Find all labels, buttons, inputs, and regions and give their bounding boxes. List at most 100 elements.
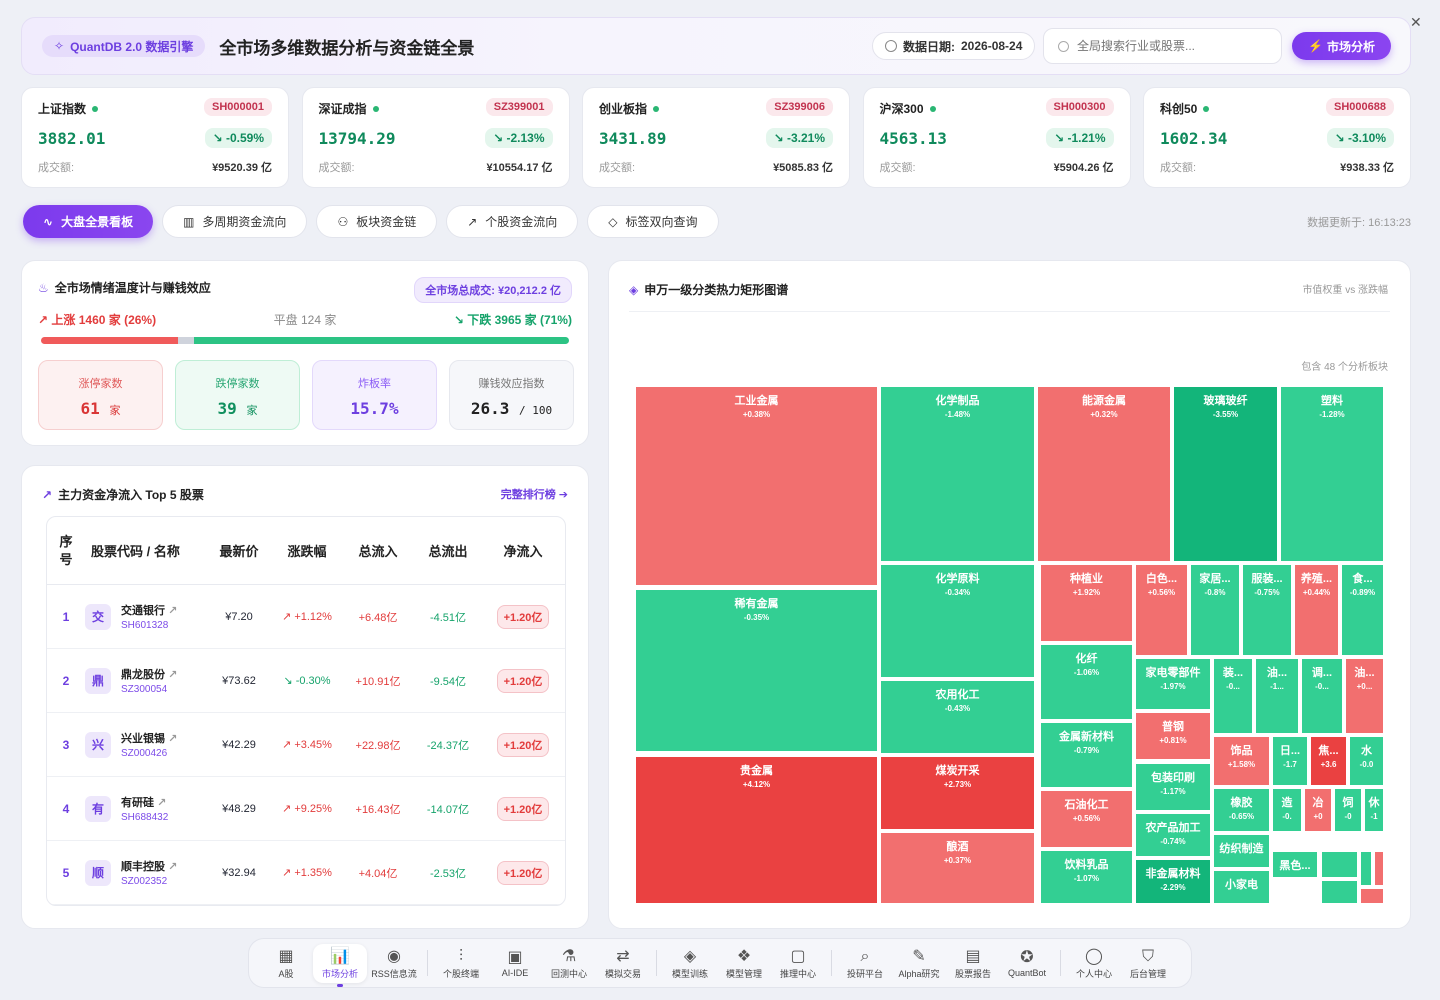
dock-backtest-center[interactable]: ⚗ 回测中心 — [542, 947, 596, 980]
dock-model-management[interactable]: ❖ 模型管理 — [717, 947, 771, 980]
net-inflow-badge: +1.20亿 — [496, 860, 550, 885]
sector-tile[interactable] — [1360, 851, 1372, 886]
sector-tile[interactable]: 化学原料 -0.34% — [880, 564, 1035, 678]
sector-tile[interactable]: 化学制品 -1.48% — [880, 386, 1035, 562]
money-effect-value: 26.3 — [470, 399, 510, 418]
sector-tile[interactable] — [1374, 851, 1384, 886]
sector-tile[interactable]: 饲 -0 — [1334, 788, 1362, 832]
sector-tile[interactable]: 日... -1.7 — [1272, 736, 1308, 786]
sector-tile[interactable]: 造 -0. — [1272, 788, 1302, 832]
search-box[interactable] — [1043, 28, 1282, 64]
research-platform-icon: ⌕ — [860, 947, 870, 965]
full-ranking-link[interactable]: 完整排行榜 ➔ — [500, 489, 568, 501]
index-card[interactable]: 创业板指 SZ399006 3431.89 ↘ -3.21% 成交额: ¥5085.83 … — [582, 87, 850, 188]
sector-tile[interactable] — [1321, 851, 1358, 878]
sector-tile[interactable]: 家电零部件 -1.97% — [1135, 658, 1211, 710]
dock-alpha-research[interactable]: ✎ Alpha研究 — [892, 947, 946, 980]
tab-sector-chain[interactable]: ⚇ 板块资金链 — [316, 205, 438, 238]
tab-stock-flow[interactable]: ↗ 个股资金流向 — [446, 205, 579, 238]
sector-tile[interactable]: 酿酒 +0.37% — [880, 832, 1035, 904]
sector-tile[interactable]: 非金属材料 -2.29% — [1135, 859, 1211, 904]
index-card[interactable]: 沪深300 SH000300 4563.13 ↘ -1.21% 成交额: ¥5904.26… — [862, 87, 1131, 188]
stock-inflow: +6.48亿 — [358, 611, 398, 624]
dock-paper-trading[interactable]: ⇄ 模拟交易 — [596, 947, 650, 980]
table-row[interactable]: 3 兴兴业银锡 ↗ SZ000426 ¥42.29 ↗ +3.45% +22.98亿 -24… — [47, 713, 565, 777]
stock-name[interactable]: 兴业银锡 ↗ — [121, 733, 178, 745]
index-card[interactable]: 科创50 SH000688 1602.34 ↘ -3.10% 成交额: ¥938.33 亿 — [1143, 87, 1411, 188]
search-input[interactable] — [1077, 39, 1257, 53]
sector-tile[interactable]: 煤炭开采 +2.73% — [880, 756, 1035, 830]
dock-quantbot[interactable]: ✪ QuantBot — [1000, 948, 1054, 978]
sector-tile[interactable] — [1321, 880, 1358, 904]
sector-tile[interactable]: 化纤 -1.06% — [1040, 644, 1133, 720]
stock-name[interactable]: 有研硅 ↗ — [121, 797, 167, 809]
index-card[interactable]: 上证指数 SH000001 3882.01 ↘ -0.59% 成交额: ¥9520.39 … — [21, 87, 289, 188]
sector-tile[interactable]: 装... -0... — [1213, 658, 1253, 734]
stock-name[interactable]: 顺丰控股 ↗ — [121, 861, 178, 873]
dock-stock-terminal[interactable]: ⫶ 个股终端 — [434, 947, 488, 980]
table-row[interactable]: 5 顺顺丰控股 ↗ SZ002352 ¥32.94 ↗ +1.35% +4.04亿 -2.5… — [47, 841, 565, 905]
sector-change: +0.32% — [1090, 410, 1118, 419]
sector-tile[interactable]: 休 -1 — [1364, 788, 1384, 832]
sector-tile[interactable]: 家居... -0.8% — [1190, 564, 1240, 656]
dock-admin[interactable]: ⛉ 后台管理 — [1121, 947, 1175, 980]
sector-tile[interactable]: 饮料乳品 -1.07% — [1040, 850, 1133, 904]
table-row[interactable]: 2 鼎鼎龙股份 ↗ SZ300054 ¥73.62 ↘ -0.30% +10.91亿 -9.… — [47, 649, 565, 713]
sector-tile[interactable]: 纺织制造 — [1213, 834, 1270, 868]
sector-tile[interactable]: 油... +0... — [1345, 658, 1384, 734]
sector-tile[interactable]: 农产品加工 -0.74% — [1135, 813, 1211, 857]
sector-tile[interactable]: 贵金属 +4.12% — [635, 756, 878, 904]
dock-model-training[interactable]: ◈ 模型训练 — [663, 947, 717, 980]
dock-rss-feed[interactable]: ◉ RSS信息流 — [367, 947, 421, 980]
sector-tile[interactable]: 金属新材料 -0.79% — [1040, 722, 1133, 788]
sector-tile[interactable]: 橡胶 -0.65% — [1213, 788, 1270, 832]
sector-tile[interactable]: 饰品 +1.58% — [1213, 736, 1270, 786]
table-row[interactable]: 4 有有研硅 ↗ SH688432 ¥48.29 ↗ +9.25% +16.43亿 -14.… — [47, 777, 565, 841]
dock-ai-ide[interactable]: ▣ AI-IDE — [488, 948, 542, 978]
sector-tile[interactable]: 小家电 — [1213, 870, 1270, 904]
dock-profile[interactable]: ◯ 个人中心 — [1067, 947, 1121, 980]
sector-tile[interactable]: 白色... +0.56% — [1135, 564, 1188, 656]
sector-tile[interactable]: 能源金属 +0.32% — [1037, 386, 1171, 562]
sector-tile[interactable]: 油... -1... — [1255, 658, 1299, 734]
stock-name[interactable]: 鼎龙股份 ↗ — [121, 669, 178, 681]
index-name: 创业板指 — [599, 100, 833, 117]
sector-tile[interactable]: 塑料 -1.28% — [1280, 386, 1384, 562]
tab-market-overview[interactable]: ∿ 大盘全景看板 — [23, 205, 154, 238]
dock-stock-report[interactable]: ▤ 股票报告 — [946, 947, 1000, 980]
limit-up-card: 涨停家数 61 家 — [38, 360, 163, 430]
sector-tile[interactable]: 石油化工 +0.56% — [1040, 790, 1133, 848]
index-value: 1602.34 — [1160, 129, 1228, 148]
dock-a-share[interactable]: ▦ A股 — [259, 947, 313, 980]
sector-tile[interactable]: 食... -0.89% — [1341, 564, 1384, 656]
close-button[interactable]: ✕ — [1410, 14, 1422, 30]
stock-name[interactable]: 交通银行 ↗ — [121, 605, 178, 617]
tab-tag-query[interactable]: ◇ 标签双向查询 — [587, 205, 719, 238]
sector-tile[interactable]: 焦... +3.6 — [1310, 736, 1347, 786]
sector-tile[interactable]: 农用化工 -0.43% — [880, 680, 1035, 754]
dock-research-platform[interactable]: ⌕ 投研平台 — [838, 947, 892, 980]
sector-tile[interactable]: 冶 +0 — [1304, 788, 1332, 832]
sector-tile[interactable]: 包装印刷 -1.17% — [1135, 763, 1211, 811]
market-analysis-button[interactable]: ⚡ 市场分析 — [1292, 32, 1391, 60]
table-row[interactable]: 1 交交通银行 ↗ SH601328 ¥7.20 ↗ +1.12% +6.48亿 -4.51… — [47, 585, 565, 649]
flat-bar-segment — [178, 337, 195, 344]
sector-tile[interactable]: 稀有金属 -0.35% — [635, 589, 878, 752]
sector-tile[interactable]: 种植业 +1.92% — [1040, 564, 1133, 642]
sector-tile[interactable]: 普钢 +0.81% — [1135, 712, 1211, 760]
sector-tile[interactable]: 调... -0... — [1301, 658, 1343, 734]
sector-change: -0.75% — [1254, 588, 1280, 597]
sector-tile[interactable]: 玻璃玻纤 -3.55% — [1173, 386, 1278, 562]
index-card[interactable]: 深证成指 SZ399001 13794.29 ↘ -2.13% 成交额: ¥10554.1… — [301, 87, 570, 188]
sector-tile[interactable] — [1360, 888, 1384, 904]
sector-tile[interactable]: 服装... -0.75% — [1242, 564, 1292, 656]
sector-tile[interactable]: 养殖... +0.44% — [1294, 564, 1339, 656]
dock-inference-center[interactable]: ▢ 推理中心 — [771, 947, 825, 980]
sector-tile[interactable]: 黑色... — [1272, 851, 1318, 878]
sector-tile[interactable]: 水 -0.0 — [1349, 736, 1384, 786]
turnover-label: 成交额: — [1160, 162, 1197, 174]
sector-tile[interactable]: 工业金属 +0.38% — [635, 386, 878, 586]
tab-multi-period-flow[interactable]: ▥ 多周期资金流向 — [162, 205, 308, 238]
dock-market-analysis[interactable]: 📊 市场分析 — [313, 943, 367, 987]
sector-change: -3.55% — [1212, 410, 1239, 419]
